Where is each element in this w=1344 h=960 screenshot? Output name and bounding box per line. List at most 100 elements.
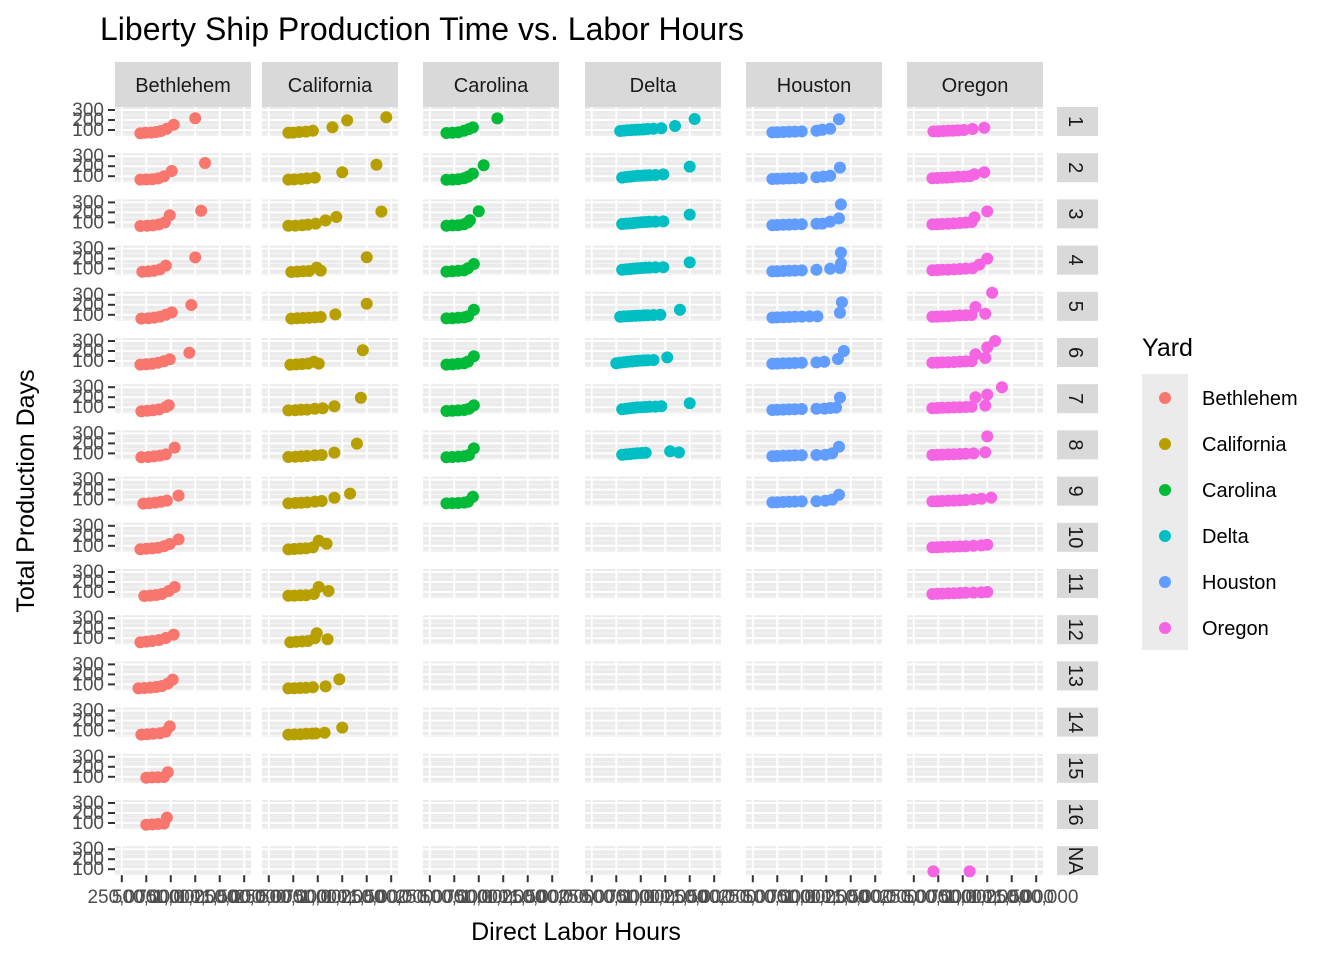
data-point-oregon: [981, 205, 994, 218]
data-point-houston: [832, 212, 845, 225]
y-tick-label: 200: [72, 433, 104, 454]
y-tick-label: 300: [72, 793, 104, 814]
data-point-carolina: [467, 399, 480, 412]
y-tick-label: 300: [72, 192, 104, 213]
data-point-houston: [830, 401, 843, 414]
panel-bg: [423, 661, 559, 691]
data-point-california: [309, 217, 322, 230]
data-point-houston: [832, 488, 845, 501]
y-tick-label: 300: [72, 331, 104, 352]
y-tick-label: 100: [72, 490, 104, 511]
data-point-california: [308, 171, 321, 184]
data-point-california: [306, 681, 319, 694]
panel-bg: [115, 384, 251, 414]
data-point-bethlehem: [168, 441, 181, 454]
legend-swatch-delta: [1159, 530, 1171, 542]
data-point-houston: [818, 355, 831, 368]
y-tick-label: 300: [72, 654, 104, 675]
y-tick-label: 100: [72, 674, 104, 695]
data-point-california: [309, 727, 322, 740]
facet-label-bethlehem: Bethlehem: [135, 75, 231, 97]
facet-strip-row-14: [1057, 707, 1098, 737]
data-point-houston: [795, 125, 808, 138]
facet-strip-row-2: [1057, 153, 1098, 183]
y-tick-label: 200: [72, 803, 104, 824]
data-point-california: [350, 437, 363, 450]
facet-row-label-7: 7: [1064, 393, 1086, 404]
panel-bg: [115, 476, 251, 506]
panel-bg: [115, 245, 251, 275]
legend-label-california: California: [1202, 434, 1287, 456]
data-point-delta: [655, 400, 668, 413]
data-point-oregon: [968, 168, 981, 181]
data-point-carolina: [466, 121, 479, 134]
data-point-bethlehem: [159, 259, 172, 272]
y-tick-label: 100: [72, 212, 104, 233]
data-point-delta: [683, 160, 696, 173]
y-tick-label: 300: [72, 839, 104, 860]
data-point-oregon: [989, 335, 1002, 347]
panel-bg: [423, 753, 559, 783]
panel-bg: [585, 846, 721, 876]
data-point-bethlehem: [183, 346, 196, 359]
y-tick-label: 200: [72, 572, 104, 593]
facet-label-california: California: [288, 75, 373, 97]
facet-strip-oregon: [907, 62, 1043, 107]
facet-strip-delta: [585, 62, 721, 107]
data-point-california: [354, 391, 367, 404]
data-point-california: [310, 627, 323, 640]
y-tick-label: 100: [72, 721, 104, 742]
x-tick-label: 750,000: [928, 887, 997, 908]
data-point-houston: [795, 449, 808, 462]
x-tick-label: 500,000: [582, 887, 651, 908]
x-tick-label: 750,000: [444, 887, 513, 908]
data-point-delta: [657, 261, 670, 274]
x-tick-label: 500,000: [904, 887, 973, 908]
data-point-oregon: [969, 301, 982, 313]
x-tick-label: 500,000: [420, 887, 489, 908]
y-tick-label: 300: [72, 608, 104, 629]
data-point-california: [341, 114, 354, 127]
data-point-bethlehem: [199, 157, 212, 169]
panel-bg: [585, 569, 721, 598]
data-point-delta: [664, 445, 677, 458]
panel-bg: [115, 846, 251, 876]
data-point-california: [319, 214, 332, 227]
data-point-california: [321, 633, 334, 646]
facet-strip-bethlehem: [115, 62, 251, 107]
data-point-bethlehem: [166, 673, 179, 686]
data-point-california: [333, 673, 346, 686]
legend-label-oregon: Oregon: [1202, 618, 1269, 640]
panel-bg: [746, 569, 882, 598]
y-tick-label: 100: [72, 305, 104, 326]
data-point-california: [370, 158, 383, 171]
facet-row-label-3: 3: [1064, 208, 1086, 219]
data-point-california: [319, 680, 332, 693]
data-point-houston: [795, 495, 808, 508]
data-point-delta: [683, 208, 696, 221]
panel-bg: [115, 430, 251, 460]
x-tick-label: 500,000: [743, 887, 812, 908]
panel-bg: [746, 800, 882, 829]
data-point-houston: [795, 356, 808, 369]
y-tick-label: 300: [72, 701, 104, 722]
data-point-bethlehem: [163, 538, 176, 550]
panel-bg: [746, 846, 882, 876]
data-point-houston: [810, 449, 823, 461]
data-point-oregon: [995, 381, 1008, 394]
x-tick-label: 750,000: [767, 887, 836, 908]
data-point-california: [312, 581, 325, 593]
data-point-houston: [833, 391, 846, 404]
facet-strip-row-6: [1057, 338, 1098, 367]
panel-bg: [585, 430, 721, 460]
panel-bg: [585, 476, 721, 506]
data-point-houston: [834, 198, 847, 211]
data-point-oregon: [979, 352, 992, 364]
data-point-delta: [654, 308, 667, 321]
data-point-bethlehem: [160, 811, 173, 824]
data-point-california: [318, 726, 331, 739]
y-tick-label: 300: [72, 747, 104, 768]
x-tick-label: 1,250,000: [647, 887, 732, 908]
data-point-oregon: [979, 399, 992, 412]
legend-label-bethlehem: Bethlehem: [1202, 388, 1298, 410]
